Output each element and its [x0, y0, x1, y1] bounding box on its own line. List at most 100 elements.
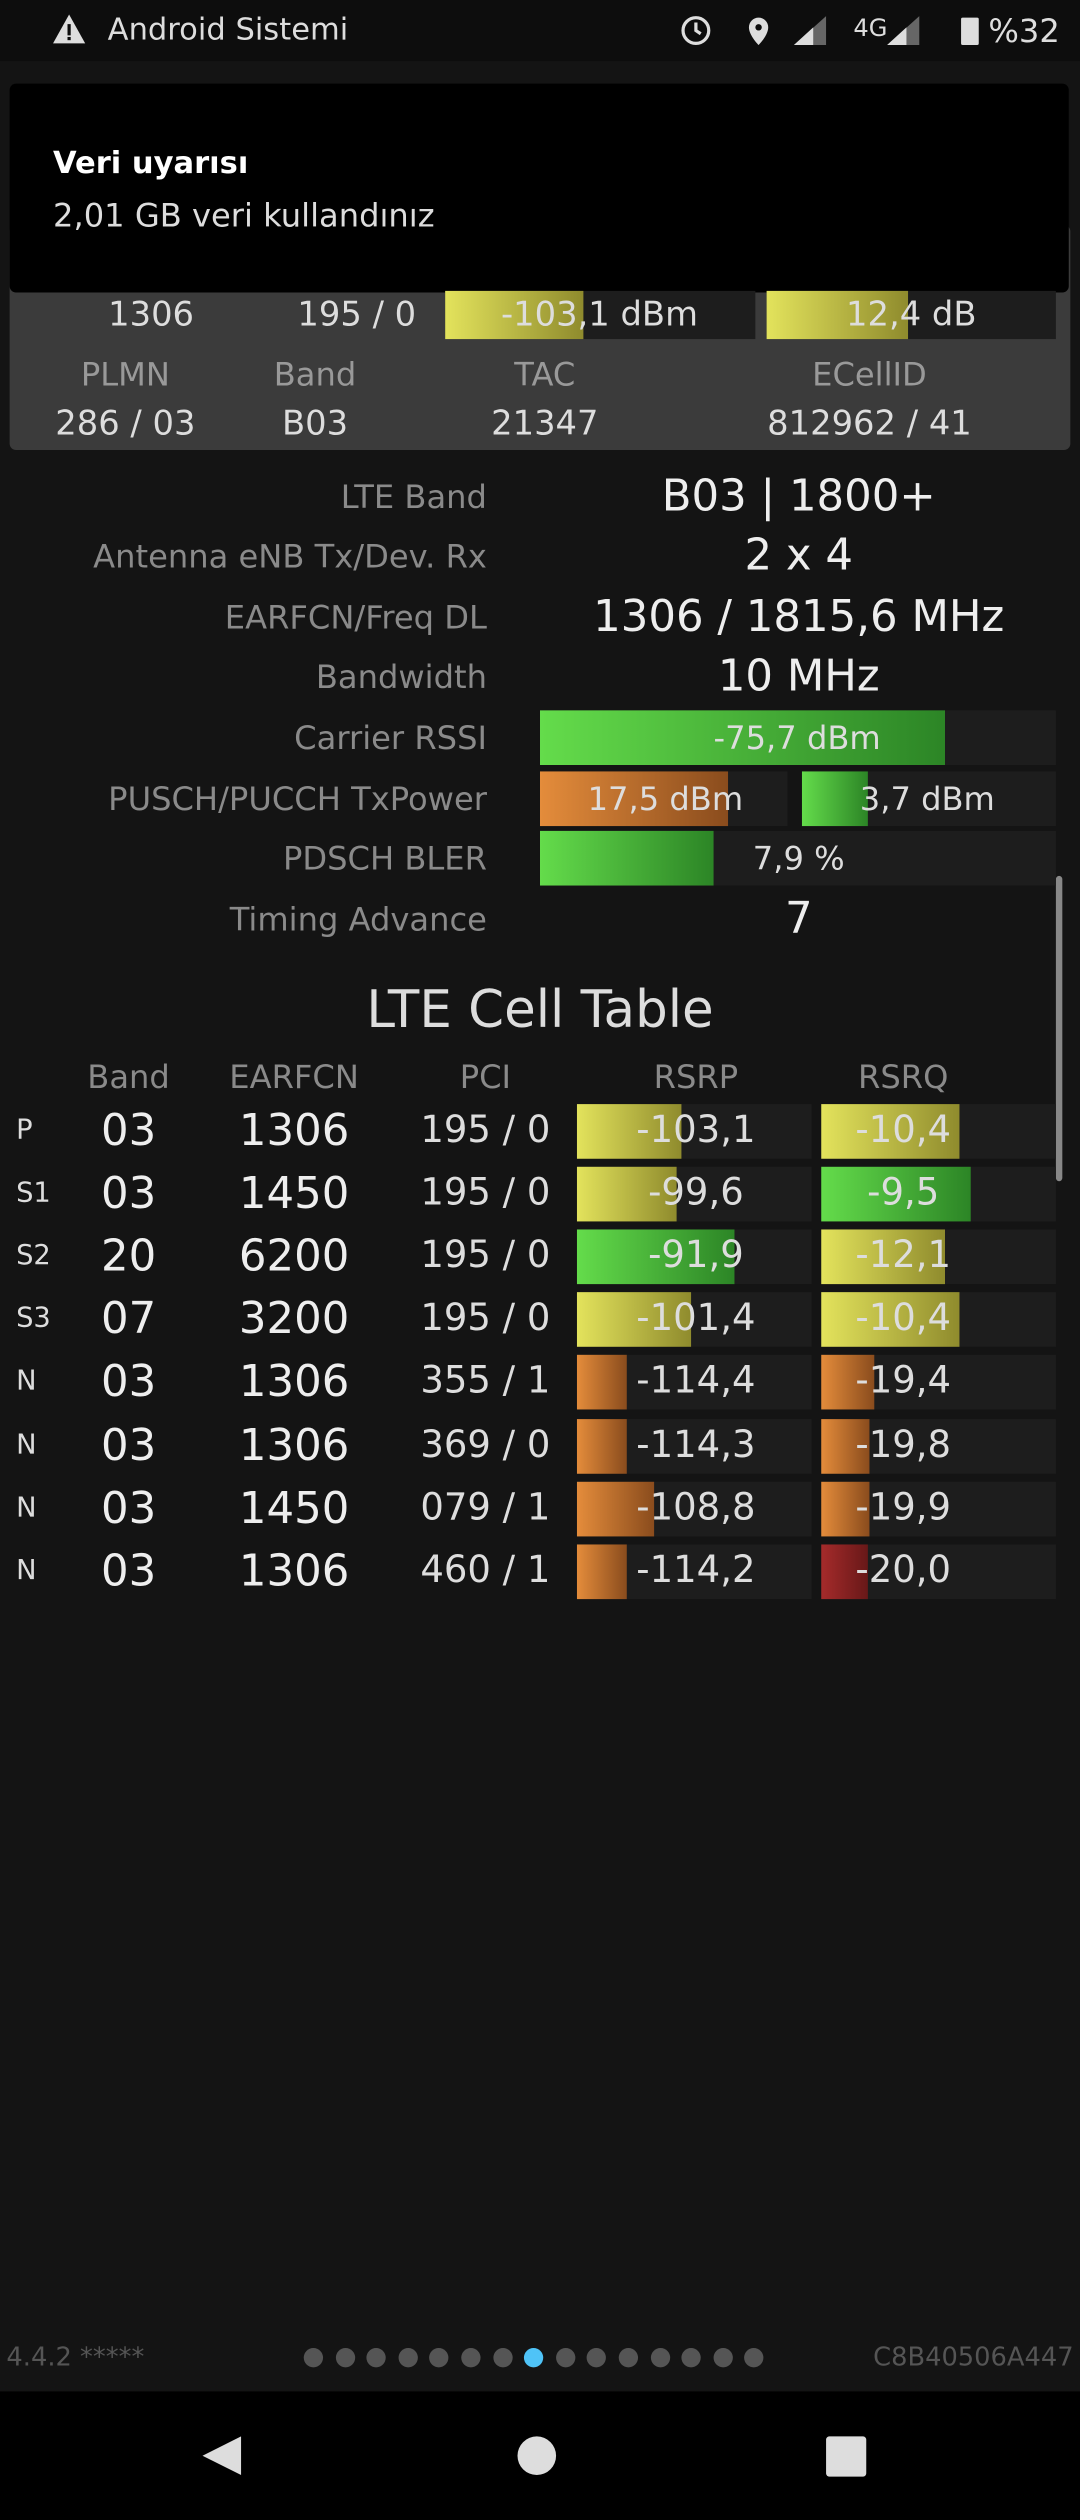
cell-rsrq: -12,1 — [855, 1235, 952, 1277]
row-type: P — [16, 1114, 33, 1147]
cell-earfcn: 1450 — [238, 1169, 350, 1220]
cell-earfcn: 1450 — [238, 1484, 350, 1535]
page-dot[interactable] — [335, 2348, 355, 2368]
cell-rsrq: -9,5 — [867, 1172, 940, 1215]
page-dot[interactable] — [744, 2348, 765, 2368]
detail-label: PDSCH BLER — [282, 838, 487, 878]
cell-band: 03 — [100, 1106, 157, 1157]
cell-earfcn: 1306 — [238, 1421, 350, 1472]
cell-band: 03 — [100, 1357, 157, 1408]
cell-pci: 079 / 1 — [420, 1487, 551, 1530]
detail-value: 7,9 % — [752, 838, 845, 878]
notification-title: Veri uyarısı — [53, 145, 249, 181]
bar — [576, 1104, 682, 1159]
page-dot[interactable] — [587, 2348, 607, 2368]
page-dot[interactable] — [461, 2348, 481, 2368]
serving-header: Band — [273, 355, 357, 394]
scrollbar — [1055, 875, 1063, 1182]
detail-value: 17,5 dBm — [587, 779, 744, 819]
cell-rsrp: -99,6 — [648, 1172, 744, 1215]
detail-value: 3,7 dBm — [859, 779, 995, 819]
recents-button[interactable] — [826, 2436, 867, 2477]
back-button[interactable] — [202, 2436, 242, 2476]
bar — [576, 1354, 627, 1410]
serving-value: 195 / 0 — [297, 294, 417, 334]
page-dot[interactable] — [524, 2348, 544, 2368]
detail-value: 7 — [784, 894, 813, 945]
table-header: RSRQ — [858, 1057, 949, 1097]
cell-earfcn: 1306 — [238, 1357, 350, 1408]
detail-label: Bandwidth — [315, 657, 487, 696]
cell-rsrp: -108,8 — [636, 1487, 756, 1530]
table-title: LTE Cell Table — [366, 978, 714, 1040]
cell-rsrp: -114,3 — [636, 1424, 756, 1467]
serving-value: 286 / 03 — [55, 404, 196, 443]
bar — [576, 1166, 677, 1222]
serving-header: PLMN — [80, 355, 170, 394]
status-network: 4G — [853, 13, 888, 43]
bar — [576, 1544, 627, 1600]
cell-band: 03 — [100, 1484, 157, 1535]
home-button[interactable] — [517, 2436, 557, 2476]
bar — [821, 1229, 946, 1285]
row-type: S3 — [16, 1302, 51, 1335]
bar — [821, 1354, 875, 1410]
cell-pci: 195 / 0 — [420, 1235, 551, 1277]
serving-value: -103,1 dBm — [500, 294, 698, 334]
detail-label: PUSCH/PUCCH TxPower — [108, 779, 487, 819]
cell-band: 20 — [100, 1231, 157, 1282]
detail-value: 1306 / 1815,6 MHz — [593, 592, 1005, 643]
bar — [540, 771, 729, 827]
cell-pci: 460 / 1 — [420, 1550, 551, 1592]
status-app: Android Sistemi — [107, 12, 349, 48]
page-dot[interactable] — [303, 2348, 324, 2368]
cell-pci: 195 / 0 — [420, 1297, 551, 1340]
bar — [576, 1229, 735, 1285]
detail-label: Timing Advance — [229, 900, 487, 939]
footer-version: 4.4.2 ***** — [6, 2341, 145, 2373]
page-dot[interactable] — [650, 2348, 670, 2368]
detail-value: -75,7 dBm — [713, 718, 881, 757]
cell-rsrq: -10,4 — [855, 1297, 952, 1340]
nav-buttons — [202, 2436, 867, 2477]
cell-band: 03 — [100, 1169, 157, 1220]
detail-value: 10 MHz — [717, 651, 880, 702]
cell-rsrp: -101,4 — [636, 1297, 756, 1340]
bar — [821, 1104, 960, 1159]
page-dot[interactable] — [398, 2348, 418, 2368]
page-dot[interactable] — [366, 2348, 387, 2368]
detail-label: LTE Band — [340, 477, 487, 516]
page-dot[interactable] — [555, 2348, 576, 2368]
bar — [540, 710, 946, 766]
notification[interactable] — [9, 83, 1069, 293]
page-dot[interactable] — [429, 2348, 450, 2368]
cell-earfcn: 1306 — [238, 1546, 350, 1597]
cell-rsrp: -91,9 — [648, 1235, 744, 1277]
page-dot[interactable] — [713, 2348, 733, 2368]
row-type: N — [16, 1554, 37, 1588]
cell-rsrq: -20,0 — [855, 1550, 952, 1592]
row-type: N — [16, 1429, 37, 1462]
detail-label: EARFCN/Freq DL — [224, 597, 487, 637]
footer-id: C8B40506A447 — [873, 2341, 1074, 2373]
cell-band: 03 — [100, 1421, 157, 1472]
bar — [445, 290, 584, 340]
page-dot[interactable] — [492, 2348, 513, 2368]
serving-value: 812962 / 41 — [767, 404, 972, 443]
bar — [576, 1419, 627, 1474]
bar — [801, 771, 868, 827]
page-dot[interactable] — [618, 2348, 639, 2368]
serving-value: 21347 — [491, 404, 599, 443]
cell-rsrp: -114,2 — [636, 1550, 756, 1592]
bar — [576, 1292, 692, 1347]
serving-value: B03 — [281, 404, 349, 443]
bar — [821, 1544, 868, 1600]
cell-rsrq: -10,4 — [855, 1109, 952, 1152]
bar — [821, 1419, 870, 1474]
bar — [576, 1481, 655, 1537]
page-dot[interactable] — [681, 2348, 702, 2368]
serving-header: ECellID — [812, 355, 927, 394]
detail-value: B03 | 1800+ — [661, 471, 936, 522]
